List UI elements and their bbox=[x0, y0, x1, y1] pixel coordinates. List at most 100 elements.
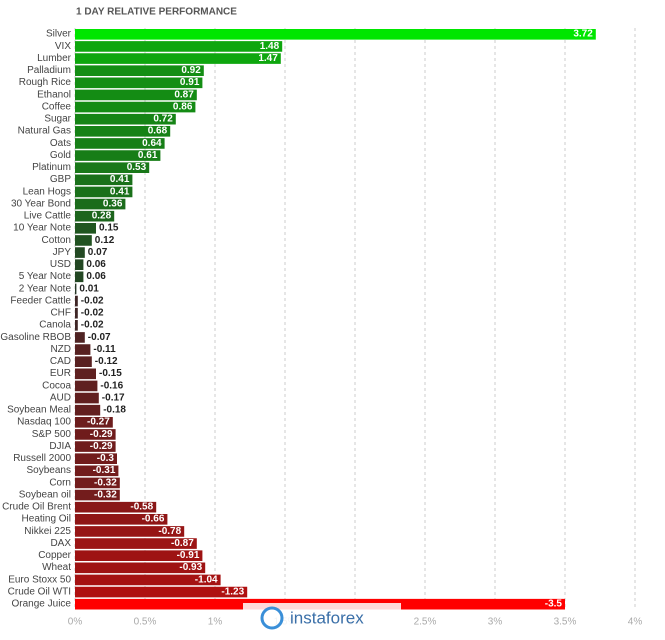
y-tick-label: Nasdaq 100 bbox=[17, 417, 71, 428]
y-tick-label: Corn bbox=[49, 477, 71, 488]
bar bbox=[75, 126, 171, 137]
y-tick-label: Lean Hogs bbox=[23, 186, 71, 197]
bar bbox=[75, 223, 96, 234]
value-label: -0.58 bbox=[130, 502, 153, 513]
y-tick-label: 30 Year Bond bbox=[11, 198, 71, 209]
bar bbox=[75, 550, 203, 561]
value-label: -1.23 bbox=[221, 586, 244, 597]
value-label: -0.66 bbox=[142, 514, 165, 525]
x-tick-label: 3% bbox=[488, 617, 503, 628]
value-label: 1.48 bbox=[260, 41, 280, 52]
bar bbox=[75, 489, 120, 501]
value-label: -0.27 bbox=[87, 417, 110, 428]
bar bbox=[75, 186, 133, 198]
bar bbox=[75, 344, 91, 355]
value-label: -0.16 bbox=[100, 380, 123, 391]
y-tick-label: Cocoa bbox=[42, 380, 71, 391]
y-tick-label: CAD bbox=[50, 356, 71, 367]
x-tick-label: 0.5% bbox=[134, 617, 157, 628]
value-label: -0.91 bbox=[177, 550, 200, 561]
y-tick-label: Palladium bbox=[27, 65, 71, 76]
y-tick-label: JPY bbox=[53, 247, 72, 258]
y-tick-label: USD bbox=[50, 259, 71, 270]
value-label: 0.28 bbox=[92, 211, 112, 222]
value-label: 0.41 bbox=[110, 174, 130, 185]
value-label: 0.87 bbox=[174, 89, 194, 100]
bar bbox=[75, 538, 197, 549]
y-tick-label: Soybeans bbox=[27, 465, 71, 476]
y-tick-label: Rough Rice bbox=[19, 77, 72, 88]
bar bbox=[75, 101, 196, 113]
value-label: 0.61 bbox=[138, 150, 158, 161]
y-tick-label: Silver bbox=[46, 29, 72, 40]
value-label: -0.29 bbox=[90, 429, 113, 440]
y-tick-label: AUD bbox=[50, 392, 71, 403]
bar bbox=[75, 77, 203, 89]
y-tick-label: Oats bbox=[50, 138, 71, 149]
y-tick-label: Russell 2000 bbox=[13, 453, 71, 464]
value-label: 0.12 bbox=[95, 235, 115, 246]
y-tick-label: NZD bbox=[50, 344, 71, 355]
value-label: 0.92 bbox=[181, 65, 201, 76]
x-tick-label: 0% bbox=[68, 617, 83, 628]
bar bbox=[75, 150, 161, 161]
y-tick-label: Gasoline RBOB bbox=[0, 332, 71, 343]
y-tick-label: Soybean Meal bbox=[7, 405, 71, 416]
y-tick-label: 5 Year Note bbox=[19, 271, 72, 282]
y-tick-label: Wheat bbox=[42, 562, 71, 573]
value-label: -0.02 bbox=[81, 295, 104, 306]
value-label: -0.15 bbox=[99, 368, 122, 379]
y-tick-label: DAX bbox=[50, 538, 71, 549]
y-tick-label: Natural Gas bbox=[18, 126, 71, 137]
bar bbox=[75, 162, 150, 173]
y-tick-label: Heating Oil bbox=[22, 514, 71, 525]
x-tick-label: 3.5% bbox=[554, 617, 577, 628]
bar bbox=[75, 198, 126, 210]
x-tick-label: 1% bbox=[208, 617, 223, 628]
bar bbox=[75, 320, 78, 331]
value-label: 0.15 bbox=[99, 223, 119, 234]
value-label: 1.47 bbox=[258, 53, 278, 64]
bar bbox=[75, 271, 84, 283]
value-label: 0.64 bbox=[142, 138, 162, 149]
value-label: 0.06 bbox=[86, 271, 106, 282]
y-tick-label: GBP bbox=[50, 174, 71, 185]
bar bbox=[75, 113, 176, 125]
bar bbox=[75, 29, 596, 40]
value-label: 0.06 bbox=[86, 259, 106, 270]
bar bbox=[75, 380, 98, 392]
watermark-text: instaforex bbox=[290, 608, 364, 627]
y-tick-label: Soybean oil bbox=[19, 489, 71, 500]
bar bbox=[75, 441, 116, 452]
y-tick-label: Live Cattle bbox=[24, 211, 72, 222]
value-label: 0.07 bbox=[88, 247, 108, 258]
watermark-icon bbox=[260, 606, 284, 630]
value-label: 3.72 bbox=[573, 29, 593, 40]
y-tick-label: Sugar bbox=[44, 114, 71, 125]
bar bbox=[75, 210, 115, 222]
value-label: -3.5 bbox=[545, 599, 563, 610]
bar bbox=[75, 392, 99, 404]
y-tick-label: Gold bbox=[50, 150, 71, 161]
value-label: 0.53 bbox=[127, 162, 147, 173]
bar bbox=[75, 404, 101, 416]
bar bbox=[75, 368, 96, 380]
x-tick-label: 2.5% bbox=[414, 617, 437, 628]
y-tick-label: 10 Year Note bbox=[13, 223, 71, 234]
y-tick-label: EUR bbox=[50, 368, 71, 379]
y-tick-label: Lumber bbox=[37, 53, 72, 64]
bar bbox=[75, 53, 281, 64]
value-label: -0.87 bbox=[171, 538, 194, 549]
value-label: 0.72 bbox=[153, 114, 173, 125]
value-label: -0.02 bbox=[81, 308, 104, 319]
value-label: -0.3 bbox=[97, 453, 115, 464]
y-tick-label: VIX bbox=[55, 41, 71, 52]
x-tick-label: 4% bbox=[628, 617, 643, 628]
bar bbox=[75, 138, 165, 149]
y-tick-label: Euro Stoxx 50 bbox=[8, 574, 71, 585]
watermark: instaforex bbox=[243, 603, 401, 633]
y-tick-label: Cotton bbox=[42, 235, 71, 246]
bar bbox=[75, 174, 133, 186]
bar bbox=[75, 332, 85, 343]
